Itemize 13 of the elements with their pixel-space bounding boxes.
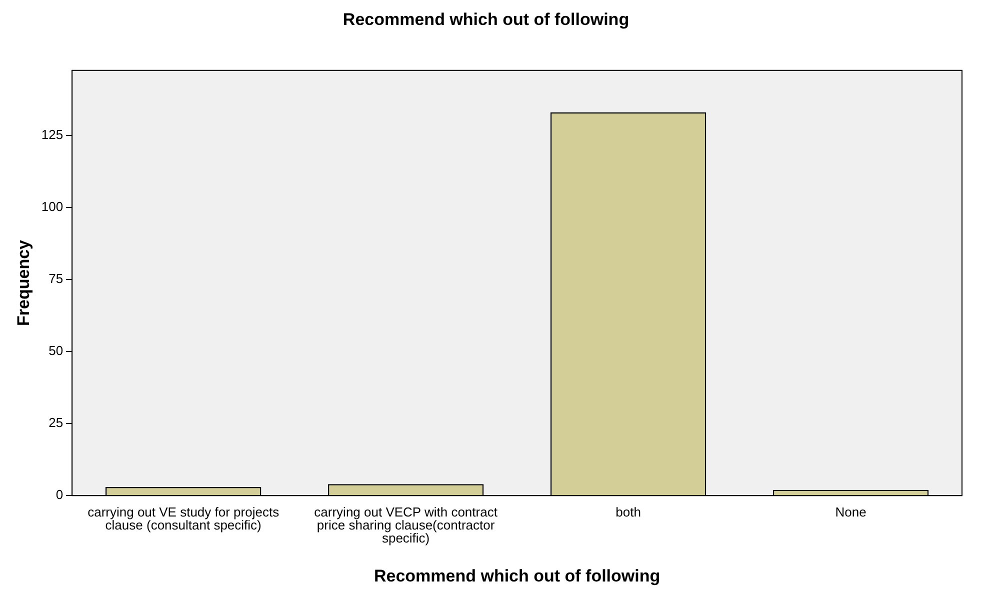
y-tick-label: 125 xyxy=(41,126,64,142)
y-tick-label: 0 xyxy=(56,487,64,502)
x-tick-label: both xyxy=(616,504,641,520)
y-tick-label: 100 xyxy=(41,198,64,214)
x-tick-label: carrying out VE study for projects clause (consultant specific) xyxy=(88,504,280,533)
y-tick-label: 25 xyxy=(48,415,64,430)
y-tick-label: 50 xyxy=(48,343,64,358)
y-axis-title: Frequency xyxy=(14,239,33,326)
chart-title: Recommend which out of following xyxy=(342,10,630,29)
x-tick-label: carrying out VECP with contract price sharing clause(contractor specific) xyxy=(314,504,498,546)
x-axis-title: Recommend which out of following xyxy=(374,566,660,586)
y-tick-label: 75 xyxy=(48,270,64,286)
x-tick-label: None xyxy=(835,504,866,520)
